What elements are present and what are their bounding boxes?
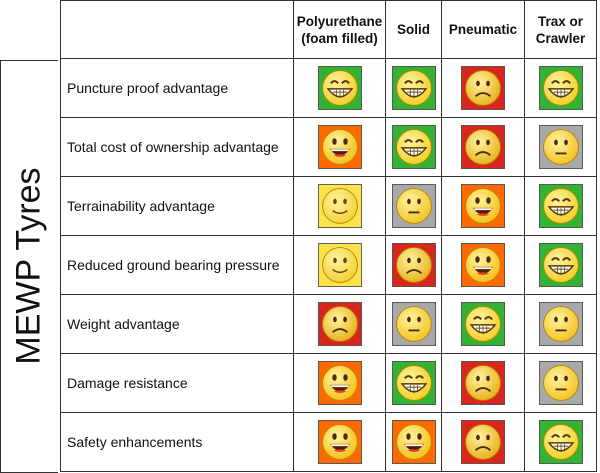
grin-face-icon: [391, 361, 436, 405]
table-row: Terrainability advantage: [60, 176, 597, 236]
sad-face-icon: [461, 420, 505, 464]
table-row: Damage resistance: [60, 353, 597, 413]
grin-face-icon: [538, 66, 583, 110]
happy-face-icon: [317, 125, 362, 169]
corner-cell: [60, 0, 294, 59]
sad-face-icon: [461, 125, 505, 169]
comparison-table: Polyurethane (foam filled) Solid Pneumati…: [60, 0, 597, 472]
neutral-face-icon: [538, 361, 583, 405]
grin-face-icon: [538, 420, 583, 464]
grin-face-icon: [317, 66, 362, 110]
smile-face-icon: [317, 184, 362, 228]
sad-face-icon: [461, 66, 505, 110]
table-row: Reduced ground bearing pressure: [60, 235, 597, 295]
happy-face-icon: [317, 361, 362, 405]
row-label: Terrainability advantage: [60, 176, 294, 236]
row-label: Safety enhancements: [60, 412, 294, 472]
table-row: Safety enhancements: [60, 412, 597, 472]
sad-face-icon: [391, 243, 436, 287]
row-label: Damage resistance: [60, 353, 294, 413]
neutral-face-icon: [391, 302, 436, 346]
column-header-trax: Trax or Crawler: [524, 0, 597, 59]
column-header-polyurethane: Polyurethane (foam filled): [293, 0, 386, 59]
grin-face-icon: [391, 66, 436, 110]
sad-face-icon: [461, 361, 505, 405]
column-header-solid: Solid: [385, 0, 442, 59]
table-row: Total cost of ownership advantage: [60, 117, 597, 177]
happy-face-icon: [391, 420, 436, 464]
neutral-face-icon: [538, 302, 583, 346]
row-label: Reduced ground bearing pressure: [60, 235, 294, 295]
table-row: Weight advantage: [60, 294, 597, 354]
happy-face-icon: [461, 184, 505, 228]
grin-face-icon: [391, 125, 436, 169]
happy-face-icon: [317, 420, 362, 464]
row-label: Weight advantage: [60, 294, 294, 354]
row-label: Total cost of ownership advantage: [60, 117, 294, 177]
table-row: Puncture proof advantage: [60, 58, 597, 118]
happy-face-icon: [461, 243, 505, 287]
smile-face-icon: [317, 243, 362, 287]
grin-face-icon: [461, 302, 505, 346]
grin-face-icon: [538, 184, 583, 228]
neutral-face-icon: [391, 184, 436, 228]
page-title: MEWP Tyres: [9, 167, 48, 365]
row-label: Puncture proof advantage: [60, 58, 294, 118]
sad-face-icon: [317, 302, 362, 346]
grin-face-icon: [538, 243, 583, 287]
neutral-face-icon: [538, 125, 583, 169]
column-header-pneumatic: Pneumatic: [441, 0, 525, 59]
header-row: Polyurethane (foam filled) Solid Pneumati…: [60, 0, 597, 59]
